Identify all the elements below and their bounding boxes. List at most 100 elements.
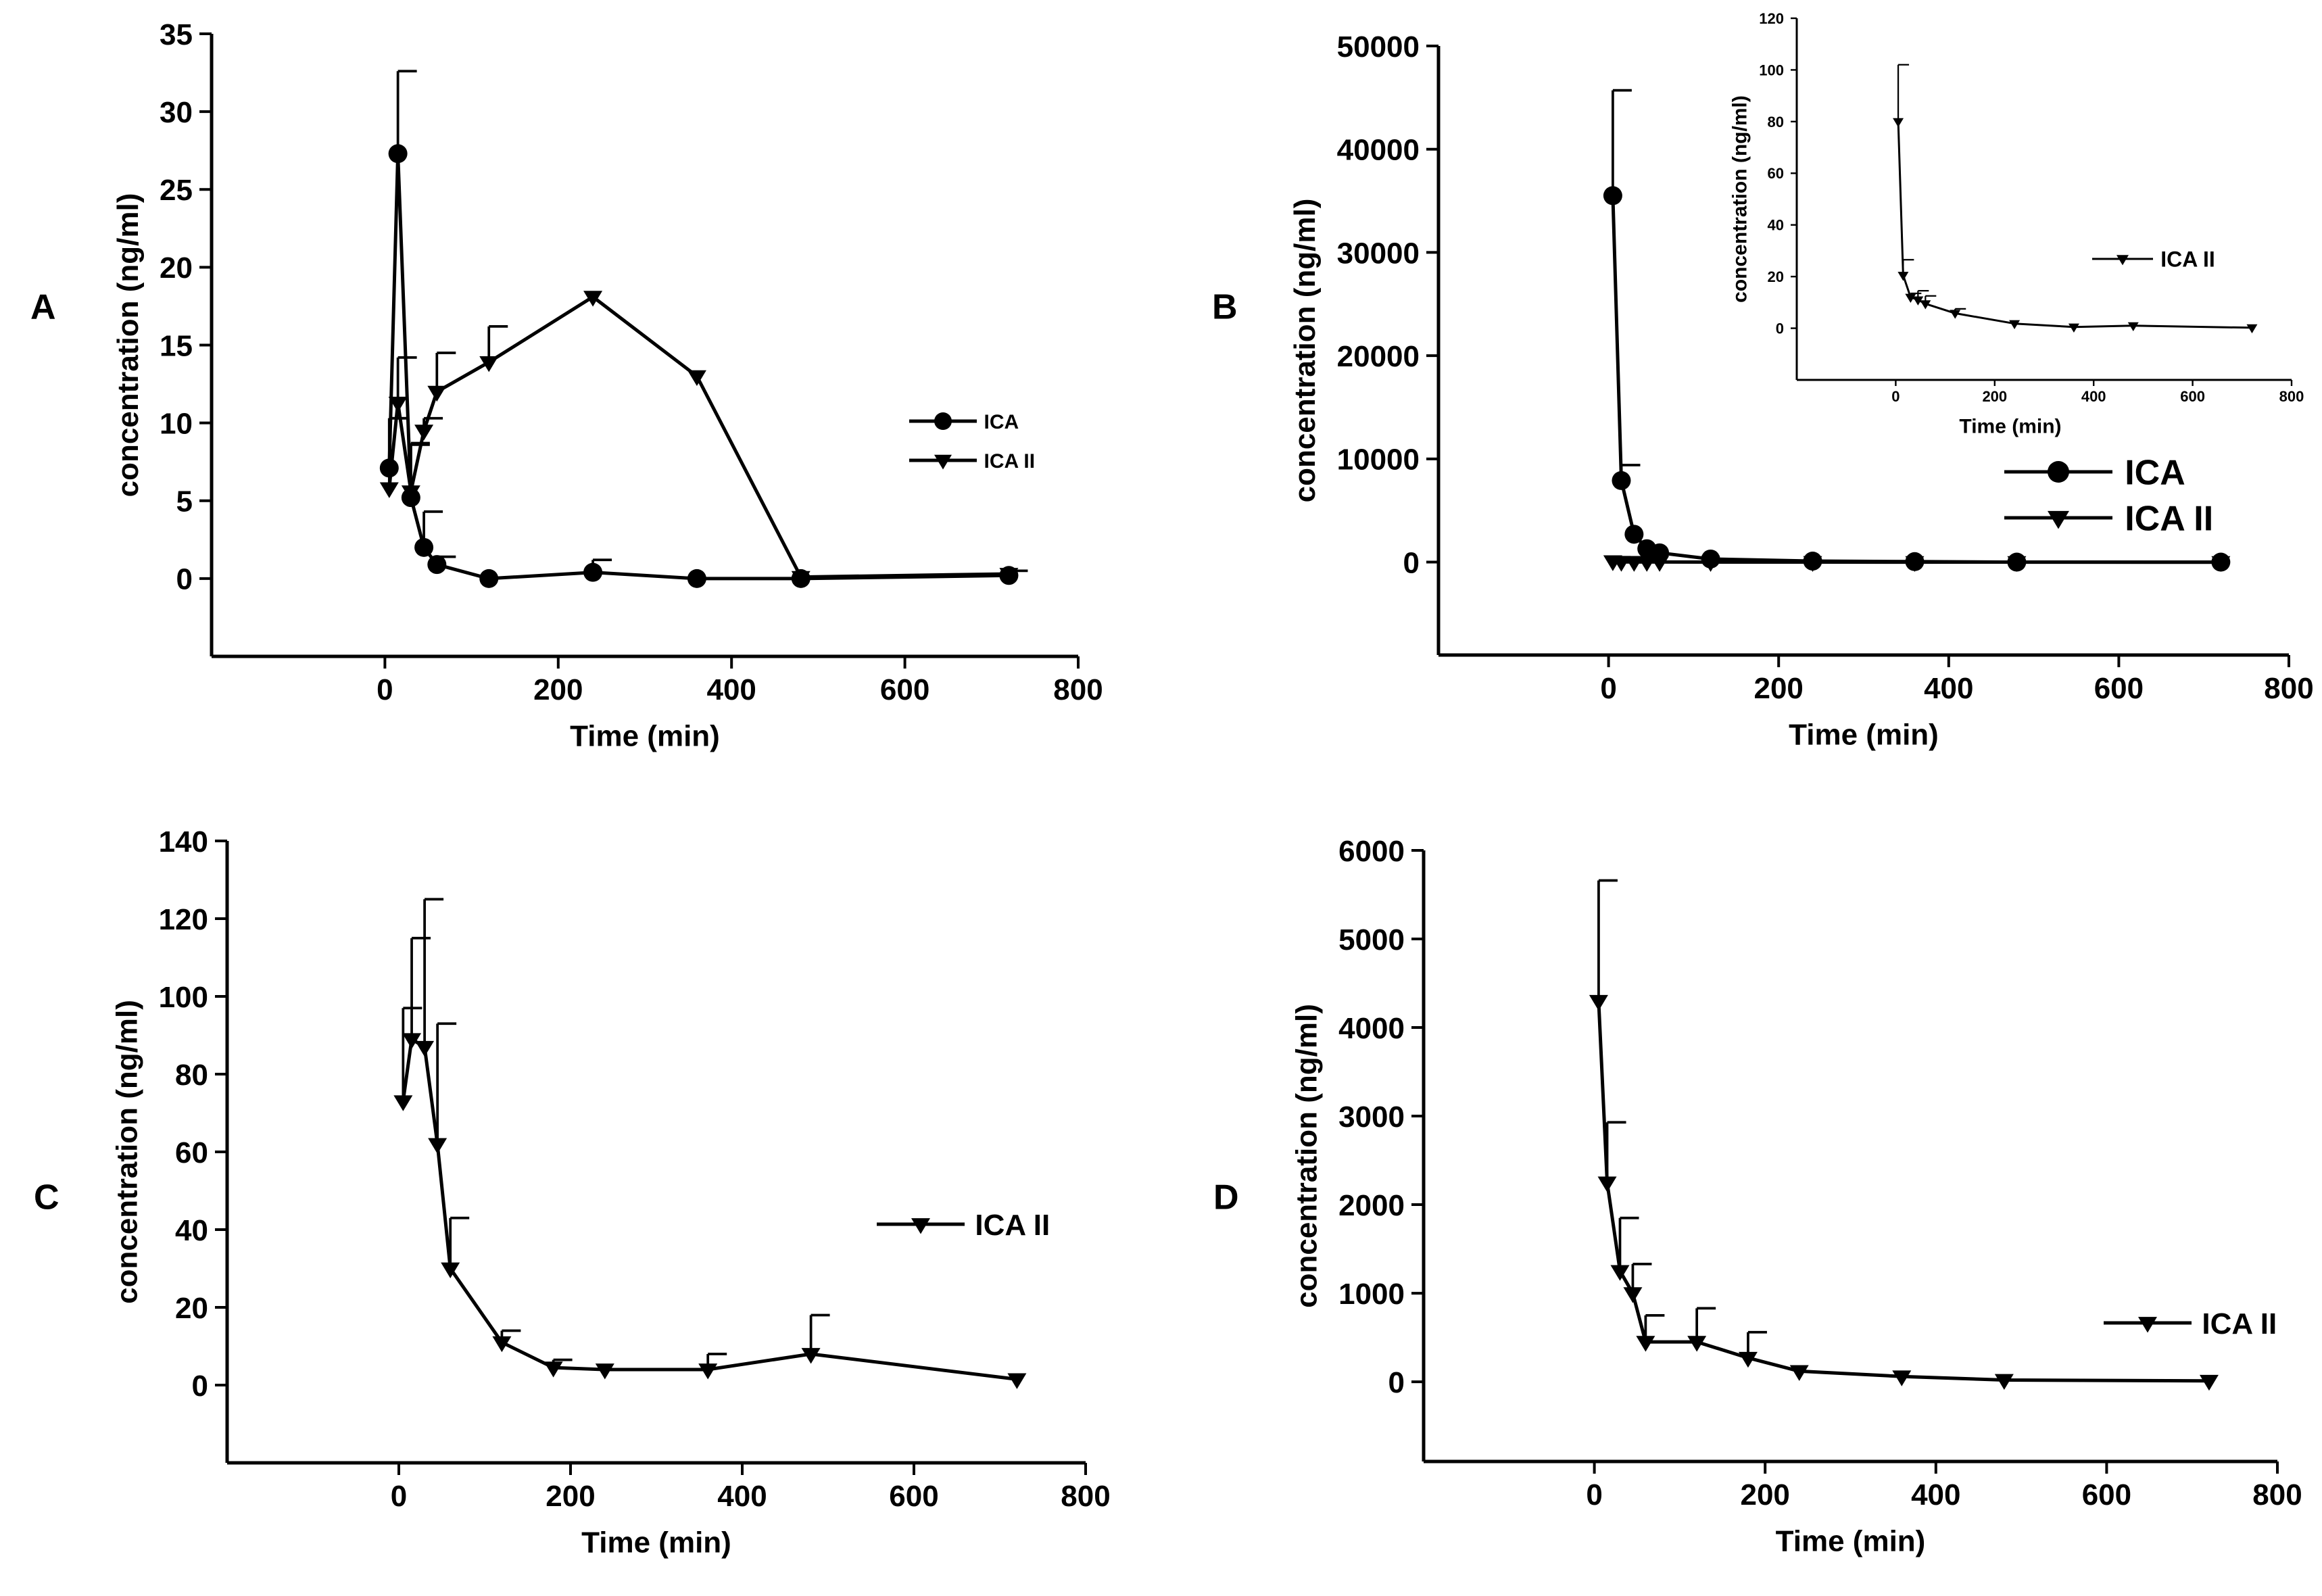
x-tick-label: 200 [533,673,583,706]
y-tick-label: 0 [176,563,193,596]
legend-marker [911,1218,930,1234]
legend-label: ICA II [2125,500,2213,539]
x-axis-label: Time (min) [1789,718,1939,751]
y-tick-label: 25 [160,174,193,207]
data-point [1738,1351,1758,1368]
data-point [388,396,408,413]
series-ica-ii [379,291,1019,587]
data-point [1701,556,1720,572]
data-point [1612,470,1631,490]
y-tick-label: 20 [160,251,193,285]
data-point [2127,322,2139,332]
panel-label: C [34,1178,59,1217]
data-point [379,482,399,498]
data-point [583,562,603,582]
legend-label: ICA II [2160,247,2215,272]
y-tick-label: 100 [1759,62,1784,78]
y-tick-label: 15 [160,329,193,362]
legend-label: ICA [984,411,1019,433]
x-tick-label: 600 [2180,388,2205,405]
y-tick-label: 80 [175,1059,208,1092]
data-point [698,1363,718,1380]
data-point [1893,118,1904,128]
data-point [2068,323,2079,333]
y-tick-label: 5000 [1338,923,1405,957]
legend-marker [934,454,952,470]
y-tick-label: 0 [192,1370,208,1403]
chart-panel-c: 0 20 40 60 80 100 120 140 0 200 400 600 800 Time (min… [34,825,1111,1559]
data-point [1612,556,1631,572]
data-point [1905,556,1925,573]
legend-label: ICA II [2202,1307,2277,1340]
legend-marker [934,412,952,430]
series-line [401,1037,1017,1381]
legend-label: ICA II [984,450,1036,473]
x-tick-label: 600 [880,673,929,706]
y-tick-label: 40 [1768,217,1784,234]
legend-marker [2138,1317,2157,1333]
y-tick-label: 6000 [1338,835,1405,868]
legend-label: ICA II [975,1209,1050,1242]
data-point [2007,556,2027,573]
data-point [427,385,447,402]
y-tick-label: 20000 [1337,340,1420,373]
x-tick-label: 400 [1911,1478,1960,1512]
data-point [543,1361,563,1378]
y-tick-label: 1000 [1338,1278,1405,1311]
data-point [388,144,408,164]
data-point [2199,1374,2219,1391]
data-point [583,291,603,307]
y-axis-label: concentration (ng/ml) [110,1000,143,1304]
y-tick-label: 3000 [1338,1101,1405,1134]
x-tick-label: 400 [2081,388,2106,405]
data-point [1920,300,1931,310]
y-tick-label: 10 [160,407,193,440]
chart-panel-inset: 0 20 40 60 80 100 120 0 200 400 600 800 Time (min) co… [1716,5,2305,454]
data-point [1897,272,1909,281]
series-ica-ii [1603,555,2231,573]
x-tick-label: 800 [1061,1480,1110,1513]
data-point [1892,1370,1912,1386]
y-tick-label: 0 [1388,1366,1405,1399]
y-tick-label: 120 [159,903,208,936]
data-point [2009,320,2021,329]
series-ica [379,70,1028,588]
x-tick-label: 200 [1740,1478,1789,1512]
x-tick-label: 400 [717,1480,767,1513]
x-tick-label: 0 [391,1480,407,1513]
y-axis-label: concentration (ng/ml) [1288,199,1322,503]
x-tick-label: 800 [1053,673,1103,706]
x-tick-label: 800 [2264,672,2313,705]
y-tick-label: 140 [159,825,208,859]
y-tick-label: 60 [175,1136,208,1169]
y-tick-label: 100 [159,981,208,1014]
chart-panel-d: 0 1000 2000 3000 4000 5000 6000 0 200 400 600 800 Ti… [1213,835,2302,1558]
y-axis-label: concentration (ng/ml) [1290,1004,1324,1308]
data-point [687,370,706,387]
legend-marker [2048,461,2069,483]
y-tick-label: 30 [160,96,193,129]
x-axis-label: Time (min) [1959,416,2061,438]
data-point [492,1336,512,1353]
legend-marker [2117,255,2129,266]
x-tick-label: 600 [2094,672,2144,705]
panel-label: D [1213,1178,1239,1217]
data-point [1803,556,1822,573]
x-tick-label: 600 [2082,1478,2131,1512]
data-point [1589,994,1608,1011]
data-point [999,568,1019,584]
x-axis-label: Time (min) [1776,1524,1926,1557]
data-point [2211,556,2231,573]
data-point [1610,1265,1630,1281]
y-tick-label: 0 [1776,320,1784,337]
data-point [1650,556,1670,572]
x-tick-label: 0 [377,673,393,706]
legend-label: ICA [2125,454,2185,493]
series-line [1612,559,2221,564]
data-point [479,569,499,588]
series-line [387,295,1009,579]
y-tick-label: 20 [175,1292,208,1325]
data-point [1597,1176,1617,1192]
